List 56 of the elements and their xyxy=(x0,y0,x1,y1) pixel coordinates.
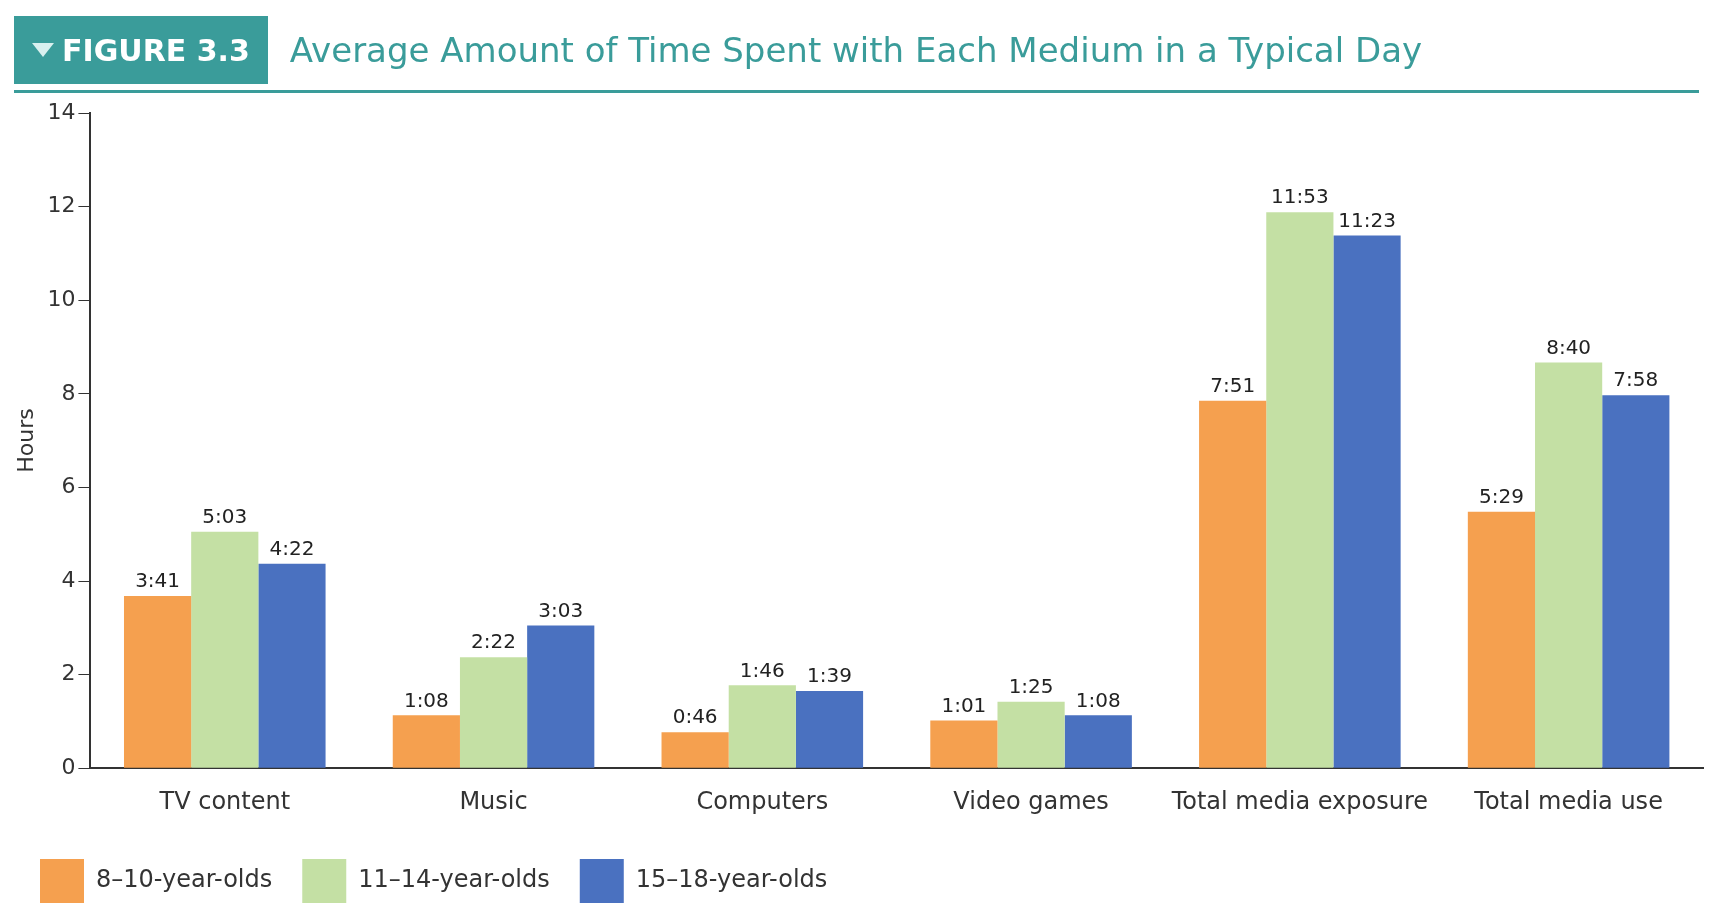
data-label: 0:46 xyxy=(672,704,718,729)
data-label: 1:08 xyxy=(403,687,449,712)
data-label: 5:03 xyxy=(202,504,248,529)
bar xyxy=(1064,715,1132,768)
y-axis-title: Hours xyxy=(12,408,38,473)
bar xyxy=(1199,400,1267,768)
data-label: 11:23 xyxy=(1338,207,1396,232)
data-label: 7:58 xyxy=(1613,367,1659,392)
y-tick-label: 10 xyxy=(47,285,76,311)
caption: FIGURE 3.3 xyxy=(62,32,250,68)
x-tick-label: Computers xyxy=(696,786,829,815)
data-label: 1:08 xyxy=(1075,687,1121,712)
legend-label: 8–10-year-olds xyxy=(96,865,273,894)
bar xyxy=(1602,395,1670,768)
x-tick-label: Music xyxy=(459,786,528,815)
chart-title: Average Amount of Time Spent with Each Medium in a Typical Day xyxy=(289,30,1423,70)
bar xyxy=(728,685,796,768)
bar xyxy=(795,690,864,768)
x-tick-label: Total media exposure xyxy=(1170,786,1429,815)
y-tick-label: 4 xyxy=(61,566,76,592)
data-label: 3:41 xyxy=(135,568,181,593)
data-label: 1:25 xyxy=(1008,673,1054,698)
y-tick-label: 8 xyxy=(61,379,76,405)
bar xyxy=(191,531,259,768)
data-label: 3:03 xyxy=(538,597,584,622)
data-label: 7:51 xyxy=(1210,373,1256,398)
x-tick-label: TV content xyxy=(158,786,291,815)
bar xyxy=(930,720,998,768)
bar xyxy=(258,563,326,768)
y-tick-label: 6 xyxy=(61,473,76,499)
bar xyxy=(392,715,460,768)
legend-label: 15–18-year-olds xyxy=(635,865,828,894)
bar xyxy=(1467,511,1536,768)
y-tick-label: 2 xyxy=(61,660,76,686)
data-label: 1:39 xyxy=(807,663,852,688)
bar xyxy=(661,732,729,768)
bar xyxy=(1535,362,1603,768)
data-label: 8:40 xyxy=(1546,334,1592,359)
y-tick-label: 0 xyxy=(61,753,76,779)
bar xyxy=(459,657,528,768)
bar xyxy=(1266,212,1334,768)
data-label: 2:22 xyxy=(471,629,517,654)
data-label: 1:46 xyxy=(739,657,785,682)
bar xyxy=(1333,235,1401,768)
y-tick-label: 14 xyxy=(47,98,76,124)
y-tick-label: 12 xyxy=(47,192,76,218)
x-tick-label: Video games xyxy=(953,786,1109,815)
bar xyxy=(527,625,595,768)
x-tick-label: Total media use xyxy=(1473,786,1663,815)
data-label: 4:22 xyxy=(269,535,315,560)
legend-label: 11–14-year-olds xyxy=(358,865,550,894)
data-label: 1:01 xyxy=(941,692,987,717)
bar xyxy=(123,595,192,768)
data-label: 5:29 xyxy=(1478,483,1524,508)
bar xyxy=(997,701,1065,768)
data-label: 11:53 xyxy=(1271,184,1329,209)
